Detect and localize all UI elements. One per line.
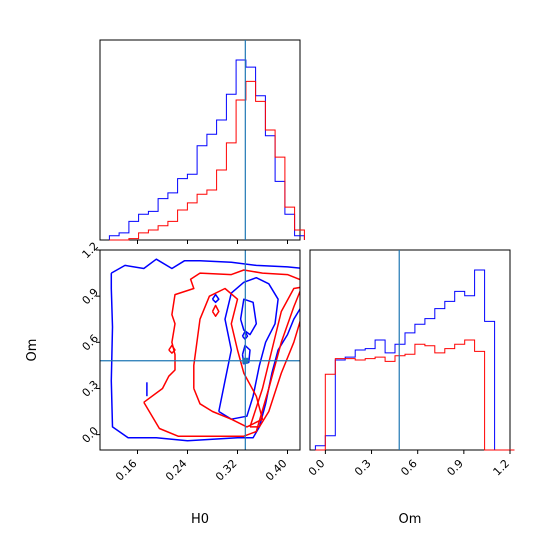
y-tick-label: 0.9 [80,286,102,308]
contour-red-10 [211,304,220,317]
y-tick-label: 0.6 [80,332,102,354]
contour-red-9 [249,286,300,428]
x-tick-label: 0.32 [213,457,240,484]
x-tick-label: 0.16 [113,457,140,484]
x-axis-label-om: Om [399,512,422,527]
y-tick-label: 0.0 [80,424,102,446]
h0-om-contour-panel: 0.16 0.24 0.32 0.40 0.0 0.3 0.6 0.9 1.2 [80,240,301,484]
x-tick-label: 0.24 [163,457,190,484]
x-tick-label: 0.3 [352,457,374,479]
contour-red-8 [193,287,264,428]
x-tick-label: 0.9 [444,457,466,479]
contour-blue-1 [218,276,279,420]
om-histogram-panel: 0.0 0.3 0.6 0.9 1.2 [306,249,515,479]
contour-blue-5 [211,293,220,304]
contour-red-11 [168,344,176,354]
h0-histogram-red [109,80,305,241]
h0-histogram-frame [99,39,301,241]
x-tick-label: 1.2 [491,457,513,479]
x-tick-label: 0.6 [398,457,420,479]
contour-blue-2 [239,298,258,336]
contour-frame [99,249,301,451]
y-tick-label: 1.2 [80,240,102,262]
h0-histogram-panel [99,39,305,244]
truth-marker [242,357,249,364]
contour-blue-4 [241,330,249,340]
contour-blue-0 [110,258,300,442]
x-axis-label-h0: H0 [191,512,209,527]
x-tick-label: 0.0 [306,457,328,479]
om-histogram-frame [309,249,511,451]
om-histogram-red [315,339,515,451]
y-axis-label-om: Om [25,339,40,362]
y-tick-label: 0.3 [80,378,102,400]
contour-red-7 [143,269,300,437]
x-tick-label: 0.40 [263,457,290,484]
